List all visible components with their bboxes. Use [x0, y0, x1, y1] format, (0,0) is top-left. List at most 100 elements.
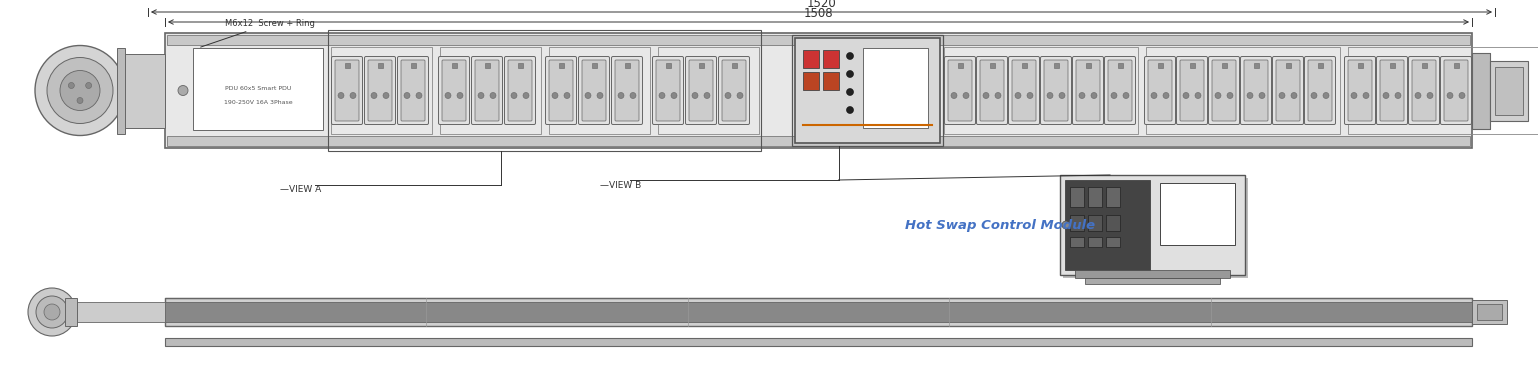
Bar	[1160, 183, 1235, 245]
Bar	[192, 48, 323, 130]
Circle shape	[597, 92, 603, 99]
Bar	[732, 63, 737, 68]
FancyBboxPatch shape	[1244, 60, 1267, 121]
FancyBboxPatch shape	[652, 57, 683, 125]
Text: M6x12  Screw + Ring: M6x12 Screw + Ring	[200, 19, 315, 47]
FancyBboxPatch shape	[546, 57, 577, 125]
Circle shape	[658, 92, 664, 99]
FancyBboxPatch shape	[475, 60, 498, 121]
Bar	[1086, 63, 1090, 68]
Bar	[1358, 63, 1363, 68]
FancyBboxPatch shape	[472, 57, 503, 125]
Circle shape	[1150, 92, 1157, 99]
Circle shape	[692, 92, 698, 99]
FancyBboxPatch shape	[1380, 60, 1404, 121]
Bar	[1286, 63, 1290, 68]
Circle shape	[724, 92, 731, 99]
Text: 1508: 1508	[804, 7, 834, 20]
Circle shape	[1323, 92, 1329, 99]
FancyBboxPatch shape	[1107, 60, 1132, 121]
Circle shape	[1395, 92, 1401, 99]
FancyBboxPatch shape	[980, 60, 1004, 121]
Bar	[958, 63, 963, 68]
Bar	[1087, 237, 1103, 247]
Circle shape	[86, 83, 92, 88]
Bar	[1084, 278, 1220, 284]
Bar	[1146, 47, 1340, 134]
FancyBboxPatch shape	[1077, 60, 1100, 121]
Circle shape	[631, 92, 637, 99]
Text: Hot Swap Control Module: Hot Swap Control Module	[904, 218, 1095, 232]
Circle shape	[1280, 92, 1286, 99]
Bar	[165, 302, 1472, 322]
FancyBboxPatch shape	[721, 60, 746, 121]
Circle shape	[846, 106, 854, 114]
FancyBboxPatch shape	[657, 60, 680, 121]
Bar	[823, 72, 840, 90]
FancyBboxPatch shape	[1272, 57, 1304, 125]
Circle shape	[1227, 92, 1233, 99]
Circle shape	[351, 92, 355, 99]
Text: —VIEW A: —VIEW A	[280, 185, 321, 194]
Circle shape	[383, 92, 389, 99]
FancyBboxPatch shape	[689, 60, 714, 121]
Bar	[1472, 52, 1490, 128]
Text: PDU 60x5 Smart PDU: PDU 60x5 Smart PDU	[225, 85, 291, 90]
Bar	[1060, 175, 1244, 275]
Bar	[624, 63, 629, 68]
Bar	[1221, 63, 1226, 68]
Circle shape	[1110, 92, 1117, 99]
Circle shape	[963, 92, 969, 99]
Text: 190-250V 16A 3Phase: 190-250V 16A 3Phase	[223, 100, 292, 106]
FancyBboxPatch shape	[441, 60, 466, 121]
Circle shape	[618, 92, 624, 99]
Bar	[658, 47, 758, 134]
FancyBboxPatch shape	[615, 60, 638, 121]
Circle shape	[491, 92, 495, 99]
Bar	[168, 35, 1470, 45]
FancyBboxPatch shape	[944, 57, 975, 125]
Circle shape	[1247, 92, 1253, 99]
Circle shape	[1123, 92, 1129, 99]
FancyBboxPatch shape	[397, 57, 429, 125]
Bar	[1158, 63, 1163, 68]
Circle shape	[1015, 92, 1021, 99]
Circle shape	[1047, 92, 1054, 99]
FancyBboxPatch shape	[335, 60, 358, 121]
Circle shape	[564, 92, 571, 99]
FancyBboxPatch shape	[1304, 57, 1335, 125]
FancyBboxPatch shape	[1441, 57, 1472, 125]
Circle shape	[1415, 92, 1421, 99]
Bar	[165, 33, 1472, 148]
Circle shape	[1383, 92, 1389, 99]
Circle shape	[737, 92, 743, 99]
Circle shape	[1060, 92, 1064, 99]
FancyBboxPatch shape	[332, 57, 363, 125]
Bar	[1495, 66, 1523, 114]
FancyBboxPatch shape	[1344, 57, 1375, 125]
Circle shape	[45, 304, 60, 320]
Circle shape	[671, 92, 677, 99]
FancyBboxPatch shape	[1377, 57, 1407, 125]
Circle shape	[77, 97, 83, 104]
Bar	[65, 298, 77, 326]
Bar	[377, 63, 383, 68]
Bar	[452, 63, 457, 68]
Circle shape	[1427, 92, 1433, 99]
Circle shape	[178, 85, 188, 95]
FancyBboxPatch shape	[1144, 57, 1175, 125]
Circle shape	[1215, 92, 1221, 99]
Bar	[803, 72, 820, 90]
FancyBboxPatch shape	[578, 57, 609, 125]
Circle shape	[552, 92, 558, 99]
Bar	[1106, 237, 1120, 247]
Circle shape	[68, 83, 74, 88]
FancyBboxPatch shape	[1009, 57, 1040, 125]
Circle shape	[338, 92, 345, 99]
Bar	[1318, 63, 1323, 68]
Bar	[1087, 187, 1103, 207]
Bar	[592, 63, 597, 68]
Circle shape	[1027, 92, 1034, 99]
Bar	[517, 63, 523, 68]
Bar	[803, 50, 820, 68]
